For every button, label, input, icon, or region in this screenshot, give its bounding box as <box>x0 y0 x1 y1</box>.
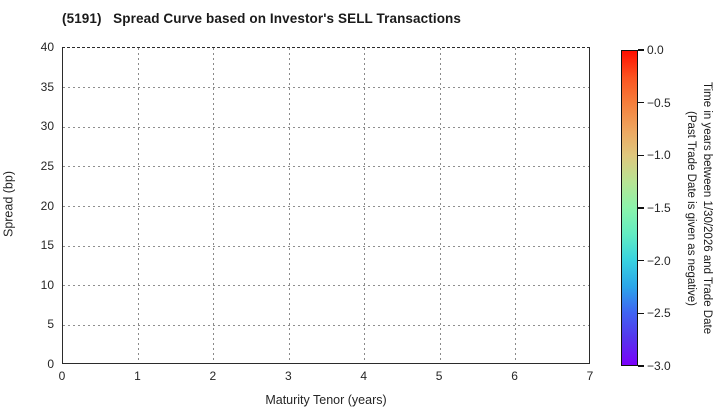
colorbar-tick-label: 0.0 <box>647 43 664 57</box>
x-tick-label: 1 <box>134 369 141 383</box>
colorbar <box>621 50 638 366</box>
colorbar-tick-mark <box>638 365 644 367</box>
x-axis-label: Maturity Tenor (years) <box>265 393 387 407</box>
y-tick-label: 40 <box>40 40 54 54</box>
colorbar-tick-label: −2.0 <box>647 253 671 268</box>
x-tick-label: 3 <box>284 369 292 383</box>
plot-area <box>62 47 590 364</box>
y-tick-label: 25 <box>40 158 54 173</box>
colorbar-title-line-2: (Past Trade Date is given as negative) <box>685 110 697 306</box>
grid-line-horizontal <box>63 245 589 247</box>
colorbar-tick-label: −0.5 <box>647 95 671 110</box>
grid-line-vertical <box>515 48 517 363</box>
y-tick-label: 20 <box>40 198 54 213</box>
colorbar-tick-mark <box>638 312 644 315</box>
grid-line-vertical <box>439 48 441 363</box>
colorbar-tick-mark <box>638 101 644 104</box>
colorbar-tick-label: −1.0 <box>647 148 671 163</box>
grid-line-vertical <box>213 48 215 363</box>
y-tick-label: 10 <box>40 277 54 292</box>
colorbar-tick-mark <box>638 49 644 51</box>
x-tick-label: 5 <box>435 369 443 383</box>
x-tick-label: 7 <box>586 369 594 383</box>
colorbar-title-line-1: Time in years between 1/30/2026 and Trad… <box>701 81 713 335</box>
chart-title: (5191) Spread Curve based on Investor's … <box>62 11 461 26</box>
y-tick-label: 30 <box>40 119 54 134</box>
y-tick-label: 5 <box>47 317 54 332</box>
x-tick-label: 6 <box>511 369 518 383</box>
grid-line-horizontal <box>63 285 589 287</box>
colorbar-tick-mark <box>638 259 644 262</box>
y-axis-label: Spread (bp) <box>1 171 16 238</box>
grid-line-vertical <box>364 48 366 363</box>
grid-line-vertical <box>137 48 139 363</box>
colorbar-title: Time in years between 1/30/2026 and Trad… <box>683 50 715 366</box>
y-tick-label: 35 <box>40 79 54 94</box>
grid-line-horizontal <box>63 206 589 207</box>
colorbar-tick-mark <box>638 154 644 157</box>
colorbar-tick-mark <box>638 207 644 209</box>
y-tick-label: 0 <box>47 357 54 371</box>
x-tick-label: 4 <box>360 369 368 383</box>
x-tick-label: 2 <box>209 369 217 383</box>
y-tick-label: 15 <box>40 238 54 253</box>
grid-line-horizontal <box>63 324 589 326</box>
grid-line-horizontal <box>63 87 589 89</box>
colorbar-tick-label: −1.5 <box>647 201 671 215</box>
colorbar-tick-label: −2.5 <box>647 306 671 321</box>
grid-line-vertical <box>288 48 290 363</box>
colorbar-tick-label: −3.0 <box>647 359 671 373</box>
grid-line-horizontal <box>63 166 589 168</box>
grid-line-horizontal <box>63 126 589 128</box>
x-tick-label: 0 <box>58 369 66 383</box>
